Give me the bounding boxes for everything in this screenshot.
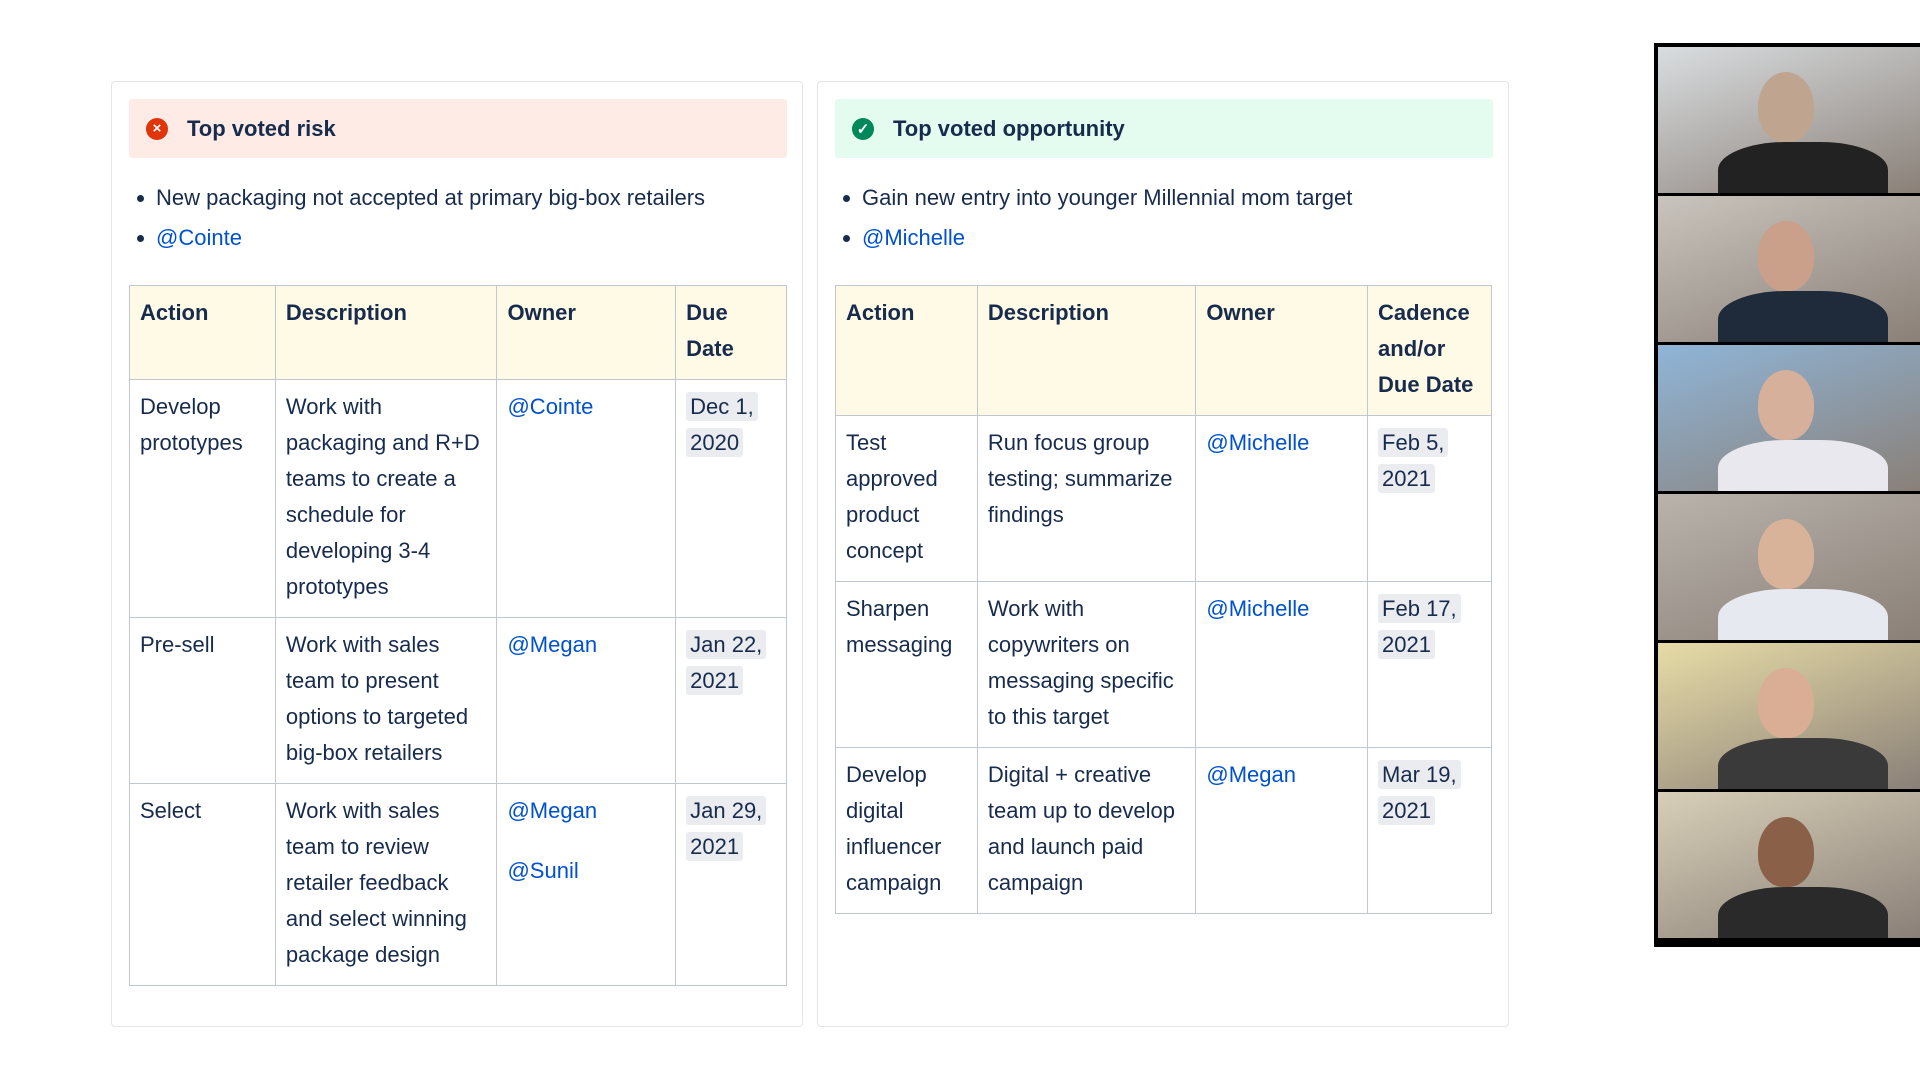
owner-cell: @Cointe	[496, 379, 677, 618]
participant-face	[1758, 668, 1814, 738]
participant-video-tile[interactable]	[1658, 792, 1920, 938]
table-row: Pre-sell Work with sales team to present …	[129, 617, 787, 784]
description-cell: Work with packaging and R+D teams to cre…	[274, 379, 498, 618]
column-header: Description	[976, 285, 1197, 416]
table-row: Develop digital influencer campaign Digit…	[835, 747, 1492, 914]
date-cell: Mar 19, 2021	[1367, 747, 1492, 914]
risk-header: × Top voted risk	[129, 99, 787, 158]
column-header: Owner	[496, 285, 677, 380]
opportunity-title: Top voted opportunity	[893, 115, 1125, 141]
owner-mention[interactable]: @Cointe	[507, 394, 594, 419]
table-header-row: Action Description Owner Cadence and/or Due…	[835, 285, 1492, 416]
mention-link[interactable]: @Michelle	[862, 225, 966, 250]
participant-video-tile[interactable]	[1658, 196, 1920, 342]
participant-body	[1718, 142, 1888, 193]
due-date: Jan 22, 2021	[686, 630, 767, 695]
owner-mention[interactable]: @Michelle	[1206, 430, 1310, 455]
owner-mention[interactable]: @Megan	[507, 798, 598, 823]
participant-body	[1718, 291, 1888, 342]
due-date: Jan 29, 2021	[686, 796, 767, 861]
due-date: Feb 17, 2021	[1378, 594, 1461, 659]
participant-face	[1758, 221, 1814, 291]
participant-face	[1758, 72, 1814, 142]
opportunity-action-table: Action Description Owner Cadence and/or Due…	[835, 285, 1492, 914]
column-header: Cadence and/or Due Date	[1367, 285, 1492, 416]
date-cell: Feb 5, 2021	[1367, 415, 1492, 582]
column-header: Description	[274, 285, 498, 380]
risk-title: Top voted risk	[187, 115, 336, 141]
date-cell: Jan 22, 2021	[675, 617, 787, 784]
table-row: Sharpen messaging Work with copywriters o…	[835, 581, 1492, 748]
description-cell: Digital + creative team up to develop an…	[976, 747, 1197, 914]
participant-video-tile[interactable]	[1658, 47, 1920, 193]
owner-cell: @Megan	[496, 617, 677, 784]
action-cell: Develop digital influencer campaign	[835, 747, 978, 914]
table-header-row: Action Description Owner Due Date	[129, 285, 787, 380]
owner-mention[interactable]: @Michelle	[1206, 596, 1310, 621]
column-header: Due Date	[675, 285, 787, 380]
column-header: Action	[129, 285, 276, 380]
participant-body	[1718, 589, 1888, 640]
date-cell: Feb 17, 2021	[1367, 581, 1492, 748]
risk-panel: × Top voted risk New packaging not accep…	[111, 81, 803, 1027]
participant-face	[1758, 817, 1814, 887]
participant-face	[1758, 519, 1814, 589]
owner-cell: @Michelle	[1195, 581, 1369, 748]
owner-cell: @Megan	[1195, 747, 1369, 914]
action-cell: Develop prototypes	[129, 379, 276, 618]
risk-mention-item: @Cointe	[136, 218, 705, 258]
action-cell: Sharpen messaging	[835, 581, 978, 748]
description-cell: Work with copywriters on messaging speci…	[976, 581, 1197, 748]
description-cell: Work with sales team to review retailer …	[274, 783, 498, 986]
date-cell: Dec 1, 2020	[675, 379, 787, 618]
participant-body	[1718, 738, 1888, 789]
mention-link[interactable]: @Cointe	[156, 225, 242, 250]
action-cell: Pre-sell	[129, 617, 276, 784]
opportunity-panel: ✓ Top voted opportunity Gain new entry i…	[817, 81, 1509, 1027]
risk-bullets: New packaging not accepted at primary bi…	[136, 178, 705, 258]
check-circle-icon: ✓	[852, 117, 874, 140]
description-cell: Run focus group testing; summarize findi…	[976, 415, 1197, 582]
participant-body	[1718, 440, 1888, 491]
owner-mention[interactable]: @Megan	[507, 632, 598, 657]
opportunity-header: ✓ Top voted opportunity	[835, 99, 1493, 158]
opportunity-bullets: Gain new entry into younger Millennial m…	[842, 178, 1352, 258]
opportunity-bullet: Gain new entry into younger Millennial m…	[842, 178, 1352, 218]
opportunity-mention-item: @Michelle	[842, 218, 1352, 258]
participant-face	[1758, 370, 1814, 440]
table-row: Test approved product concept Run focus g…	[835, 415, 1492, 582]
due-date: Dec 1, 2020	[686, 392, 758, 457]
description-cell: Work with sales team to present options …	[274, 617, 498, 784]
participant-video-tile[interactable]	[1658, 643, 1920, 789]
due-date: Feb 5, 2021	[1378, 428, 1449, 493]
video-gallery	[1654, 43, 1920, 947]
owner-cell: @Megan @Sunil	[496, 783, 677, 986]
date-cell: Jan 29, 2021	[675, 783, 787, 986]
table-row: Select Work with sales team to review ret…	[129, 783, 787, 986]
risk-action-table: Action Description Owner Due Date Develop pr…	[129, 285, 787, 986]
participant-body	[1718, 887, 1888, 938]
x-circle-icon: ×	[146, 117, 168, 140]
risk-bullet: New packaging not accepted at primary bi…	[136, 178, 705, 218]
due-date: Mar 19, 2021	[1378, 760, 1461, 825]
table-row: Develop prototypes Work with packaging an…	[129, 379, 787, 618]
participant-video-tile[interactable]	[1658, 494, 1920, 640]
action-cell: Test approved product concept	[835, 415, 978, 582]
action-cell: Select	[129, 783, 276, 986]
owner-mention[interactable]: @Megan	[1206, 762, 1296, 787]
column-header: Owner	[1195, 285, 1369, 416]
owner-cell: @Michelle	[1195, 415, 1369, 582]
column-header: Action	[835, 285, 978, 416]
owner-mention[interactable]: @Sunil	[507, 858, 579, 883]
participant-video-tile[interactable]	[1658, 345, 1920, 491]
